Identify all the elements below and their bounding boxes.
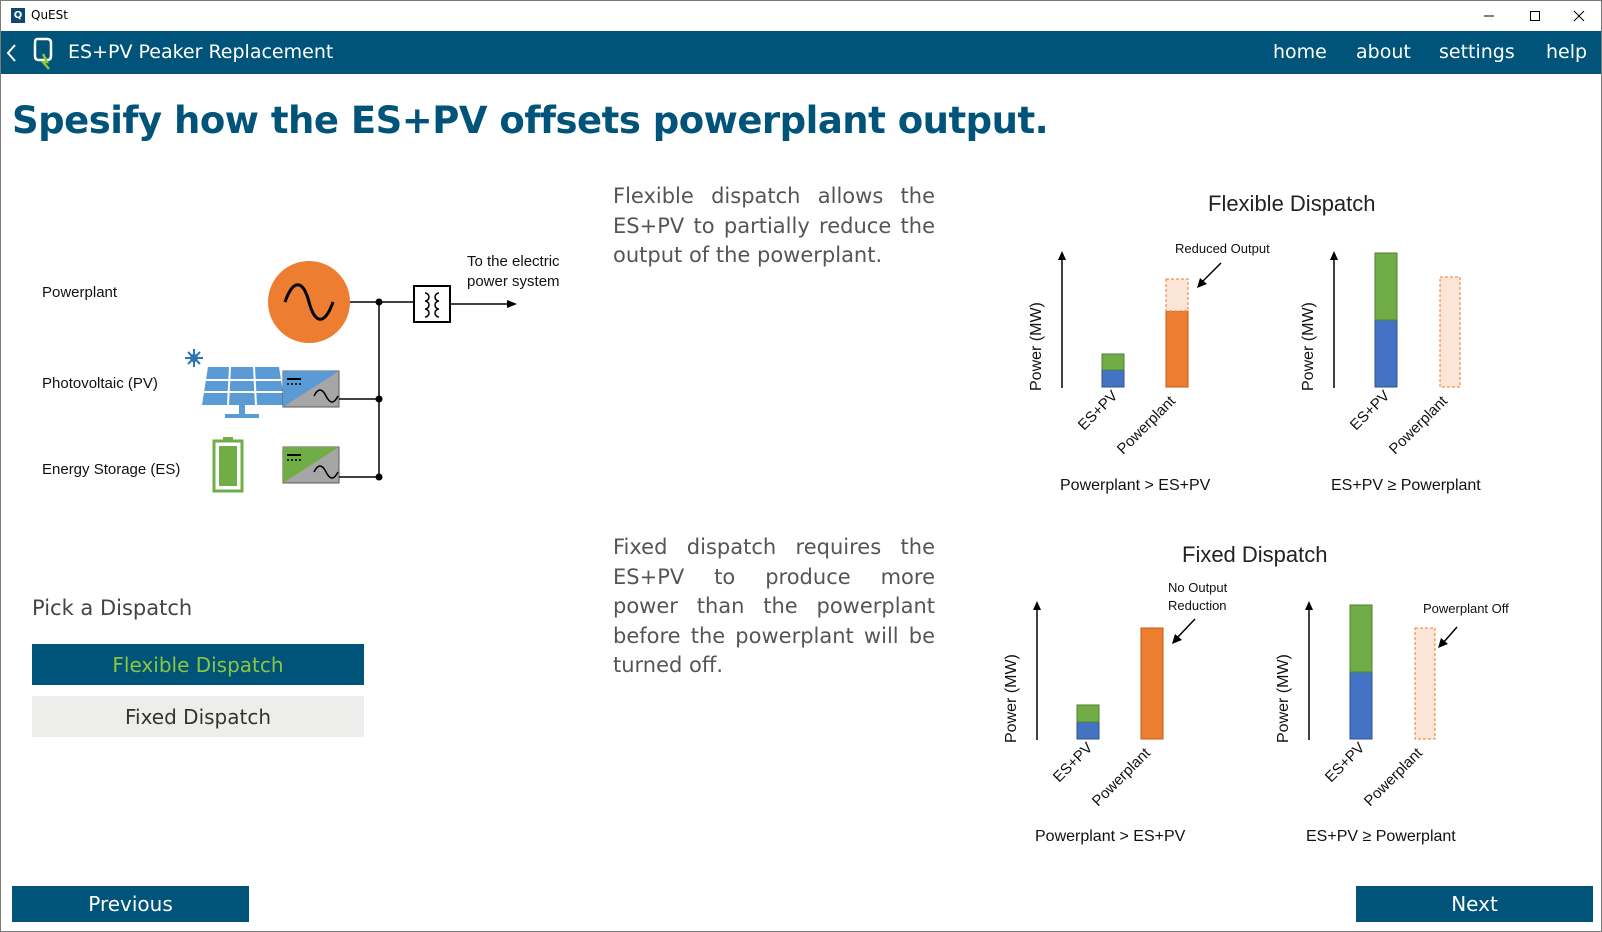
flexible-right-chart: Power (MW) ES+PV Powerplant ES+PV ≥ Powe… [1300,251,1481,494]
close-button[interactable] [1556,1,1601,31]
pick-dispatch-label: Pick a Dispatch [32,596,193,620]
fixed-right-y-label: Power (MW) [1275,654,1292,743]
fixed-right-cat-espv: ES+PV [1322,739,1369,786]
page-title: Spesify how the ES+PV offsets powerplant… [12,99,1049,142]
flexible-right-cat-espv: ES+PV [1347,387,1394,434]
fixed-right-powerplant-off [1414,627,1436,740]
back-chevron-icon[interactable] [5,41,19,65]
flexible-graph-title: Flexible Dispatch [1208,191,1376,216]
fixed-left-chart: Power (MW) No Output Reduction ES+PV Pow… [1003,583,1228,845]
minimize-button[interactable] [1466,1,1512,31]
flexible-right-espv-blue [1374,319,1398,388]
nav-home-link[interactable]: home [1273,41,1327,63]
bus-lines [339,300,517,478]
maximize-button[interactable] [1512,1,1558,31]
flexible-left-y-label: Power (MW) [1028,302,1045,391]
flexible-description: Flexible dispatch allows the ES+PV to pa… [613,184,935,267]
flexible-left-caption: Powerplant > ES+PV [1060,477,1211,494]
flexible-graph: Power (MW) Reduced Output ES+PV Powerpla… [1028,241,1481,494]
es-inverter-icon [282,446,340,484]
fixed-graph-title: Fixed Dispatch [1182,542,1328,567]
flexible-right-powerplant-off [1439,276,1461,388]
title-bar: Q QuESt [1,1,1601,31]
fixed-right-espv-blue [1349,671,1373,740]
fixed-dispatch-button[interactable]: Fixed Dispatch [32,696,364,737]
fixed-description: Fixed dispatch requires the ES+PV to pro… [613,535,935,677]
fixed-left-annotation-line2: Reduction [1168,598,1227,613]
battery-icon [212,437,244,493]
fixed-left-caption: Powerplant > ES+PV [1035,828,1186,845]
transformer-icon [413,285,451,323]
es-label: Energy Storage (ES) [42,461,180,478]
fixed-right-chart: Power (MW) Powerplant Off ES+PV Powerpla… [1275,601,1509,845]
app-icon: Q [11,8,25,23]
flexible-left-espv-blue [1101,369,1125,388]
grid-label-line1: To the electric [467,253,560,270]
flexible-right-cat-powerplant: Powerplant [1386,392,1452,458]
close-icon [1573,10,1585,22]
nav-bar: ES+PV Peaker Replacement home about sett… [1,31,1601,74]
grid-label-line2: power system [467,273,560,290]
fixed-left-y-label: Power (MW) [1003,654,1020,743]
fixed-left-powerplant-bar [1140,627,1164,740]
nav-title: ES+PV Peaker Replacement [68,41,334,63]
minimize-icon [1484,15,1494,17]
generator-icon [268,261,350,343]
flexible-right-espv-green [1374,252,1398,321]
flexible-left-cat-powerplant: Powerplant [1114,392,1180,458]
flexible-dispatch-button[interactable]: Flexible Dispatch [32,644,364,685]
powerplant-label: Powerplant [42,284,118,301]
app-title: QuESt [31,8,68,22]
flexible-left-powerplant-bar [1165,310,1189,388]
maximize-icon [1530,11,1540,21]
fixed-left-cat-powerplant: Powerplant [1089,744,1155,810]
pv-inverter-icon [282,370,340,408]
fixed-left-espv-blue [1076,721,1100,740]
fixed-left-espv-green [1076,704,1100,723]
fixed-graph: Power (MW) No Output Reduction ES+PV Pow… [1003,583,1509,845]
flexible-left-reduced-segment [1165,278,1189,312]
nav-settings-link[interactable]: settings [1439,41,1515,63]
next-button[interactable]: Next [1356,886,1593,922]
nav-help-link[interactable]: help [1546,41,1588,63]
quest-logo-icon [33,37,53,70]
fixed-right-espv-green [1349,604,1373,673]
system-diagram: Powerplant Photovoltaic (PV) Energy Stor… [42,253,560,493]
flexible-right-y-label: Power (MW) [1300,302,1317,391]
flexible-left-chart: Power (MW) Reduced Output ES+PV Powerpla… [1028,241,1270,494]
flexible-left-espv-green [1101,353,1125,371]
pv-label: Photovoltaic (PV) [42,375,158,392]
fixed-right-caption: ES+PV ≥ Powerplant [1306,828,1456,845]
flexible-left-cat-espv: ES+PV [1075,387,1122,434]
solar-panel-icon [185,349,285,418]
fixed-left-annotation-line1: No Output [1168,583,1228,595]
flexible-left-annotation: Reduced Output [1175,241,1270,256]
previous-button[interactable]: Previous [12,886,249,922]
flexible-right-caption: ES+PV ≥ Powerplant [1331,477,1481,494]
fixed-left-cat-espv: ES+PV [1050,739,1097,786]
fixed-right-cat-powerplant: Powerplant [1361,744,1427,810]
nav-about-link[interactable]: about [1356,41,1411,63]
fixed-right-annotation: Powerplant Off [1423,601,1509,616]
